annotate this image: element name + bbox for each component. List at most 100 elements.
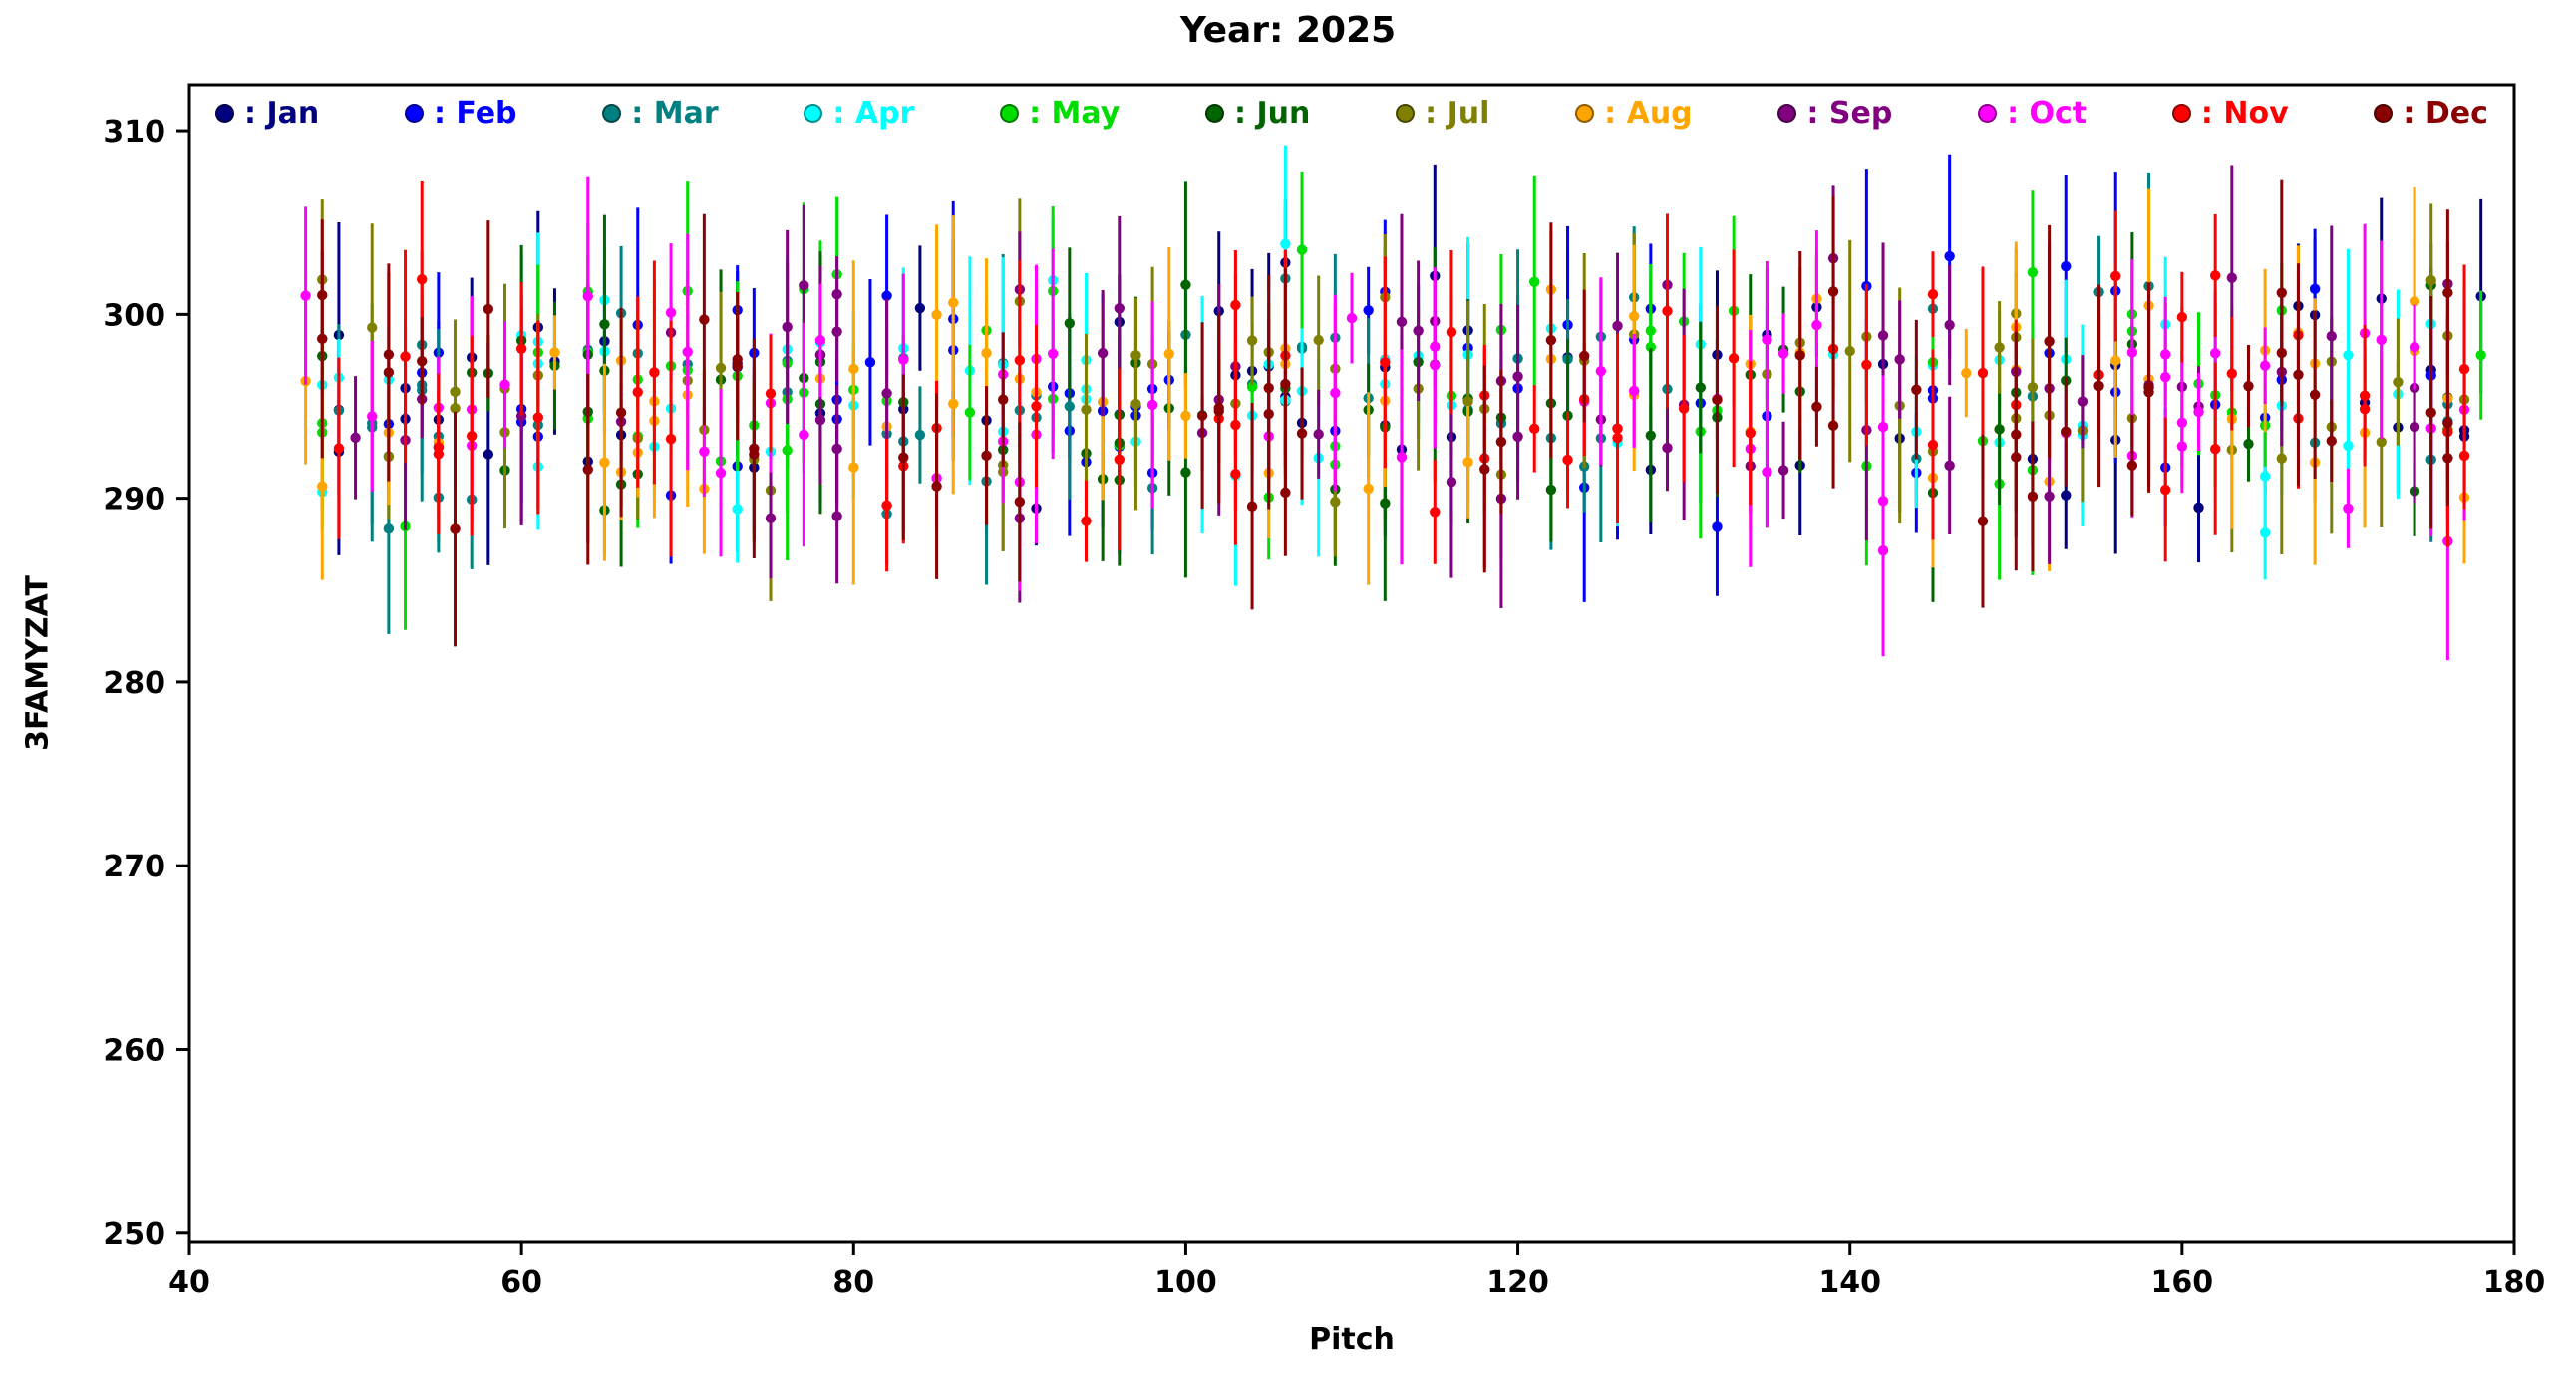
data-point [749,449,760,460]
data-point [2259,360,2271,371]
y-tick-label: 300 [103,298,165,333]
data-point [1927,439,1939,451]
data-point [1330,387,1341,399]
data-point [2226,272,2238,283]
data-point [831,326,842,337]
data-point [2209,443,2221,455]
data-point [1097,347,1109,359]
legend-marker-icon [602,104,622,123]
data-point [1777,465,1789,476]
data-point [1529,423,1540,435]
data-point [998,394,1009,405]
data-point [450,523,461,534]
data-point [2093,380,2104,392]
data-point [1014,496,1026,508]
data-point [864,357,876,368]
data-point [732,360,743,372]
data-point [333,443,345,454]
data-point [2027,266,2039,278]
data-point [1628,310,1640,322]
data-point [1446,326,1457,338]
data-point [2376,334,2387,346]
data-point [1944,250,1955,262]
legend-item-nov: : Nov [2171,96,2289,131]
data-point [2061,426,2072,437]
legend-marker-icon [1396,104,1416,123]
data-point [1031,401,1042,412]
data-point [782,321,793,333]
data-point [1462,396,1473,407]
data-point [1396,316,1408,328]
data-point [317,289,328,301]
data-point [2326,331,2337,342]
data-point [417,355,428,367]
data-point [1579,350,1590,362]
data-point [1064,318,1076,329]
data-point [1396,452,1408,463]
data-point [2061,260,2072,272]
data-point [914,429,926,441]
data-point [1313,334,1324,346]
data-point [1545,335,1557,346]
data-point [2343,350,2354,361]
data-point [848,462,859,473]
legend-label: : Aug [1604,96,1693,131]
data-point [1994,342,2005,353]
legend-marker-icon [2374,104,2394,123]
data-point [2276,453,2287,464]
data-point [831,511,842,521]
legend-label: : Feb [433,96,517,131]
data-point [383,349,395,360]
data-point [2293,369,2304,381]
data-point [1363,483,1374,495]
data-point [2061,490,2072,501]
y-tick-label: 250 [103,1217,165,1252]
legend-label: : Dec [2403,96,2488,131]
data-point [2209,348,2221,359]
data-point [1827,286,1839,297]
data-point [898,452,909,463]
legend-label: : May [1029,96,1121,131]
data-point [1794,350,1805,361]
data-point [2044,491,2055,502]
legend: : Jan: Feb: Mar: Apr: May: Jun: Jul: Aug… [189,96,2514,131]
data-point [1827,420,1839,431]
data-point [483,449,494,460]
data-point [466,430,478,442]
data-point [814,335,826,346]
legend-marker-icon [1000,104,1020,123]
data-point [1894,354,1905,365]
legend-item-apr: : Apr [804,96,914,131]
y-tick-label: 290 [103,483,165,518]
data-point [582,464,593,475]
data-point [2393,376,2404,388]
chart-title: Year: 2025 [1179,10,1397,51]
data-point [1877,544,1889,556]
data-point [1114,454,1126,466]
data-point [2110,270,2121,282]
x-tick-label: 160 [2151,1265,2214,1300]
data-point [2309,283,2321,295]
data-point [2442,417,2453,429]
x-tick-label: 100 [1154,1265,1217,1300]
legend-label: : Oct [2007,96,2088,131]
data-point [799,280,809,291]
data-point [300,290,311,301]
data-point [881,388,892,399]
data-point [1146,399,1158,411]
data-point [881,500,892,511]
data-point [483,303,494,315]
data-point [682,346,693,358]
data-point [2425,407,2436,418]
data-point [914,302,926,314]
data-point [2126,460,2138,471]
legend-marker-icon [404,104,424,123]
data-point [2359,390,2371,401]
data-point [2160,371,2171,383]
data-point [931,309,942,320]
data-point [2226,368,2238,379]
data-point [2326,435,2337,447]
data-point [1861,359,1872,370]
data-point [948,398,959,410]
